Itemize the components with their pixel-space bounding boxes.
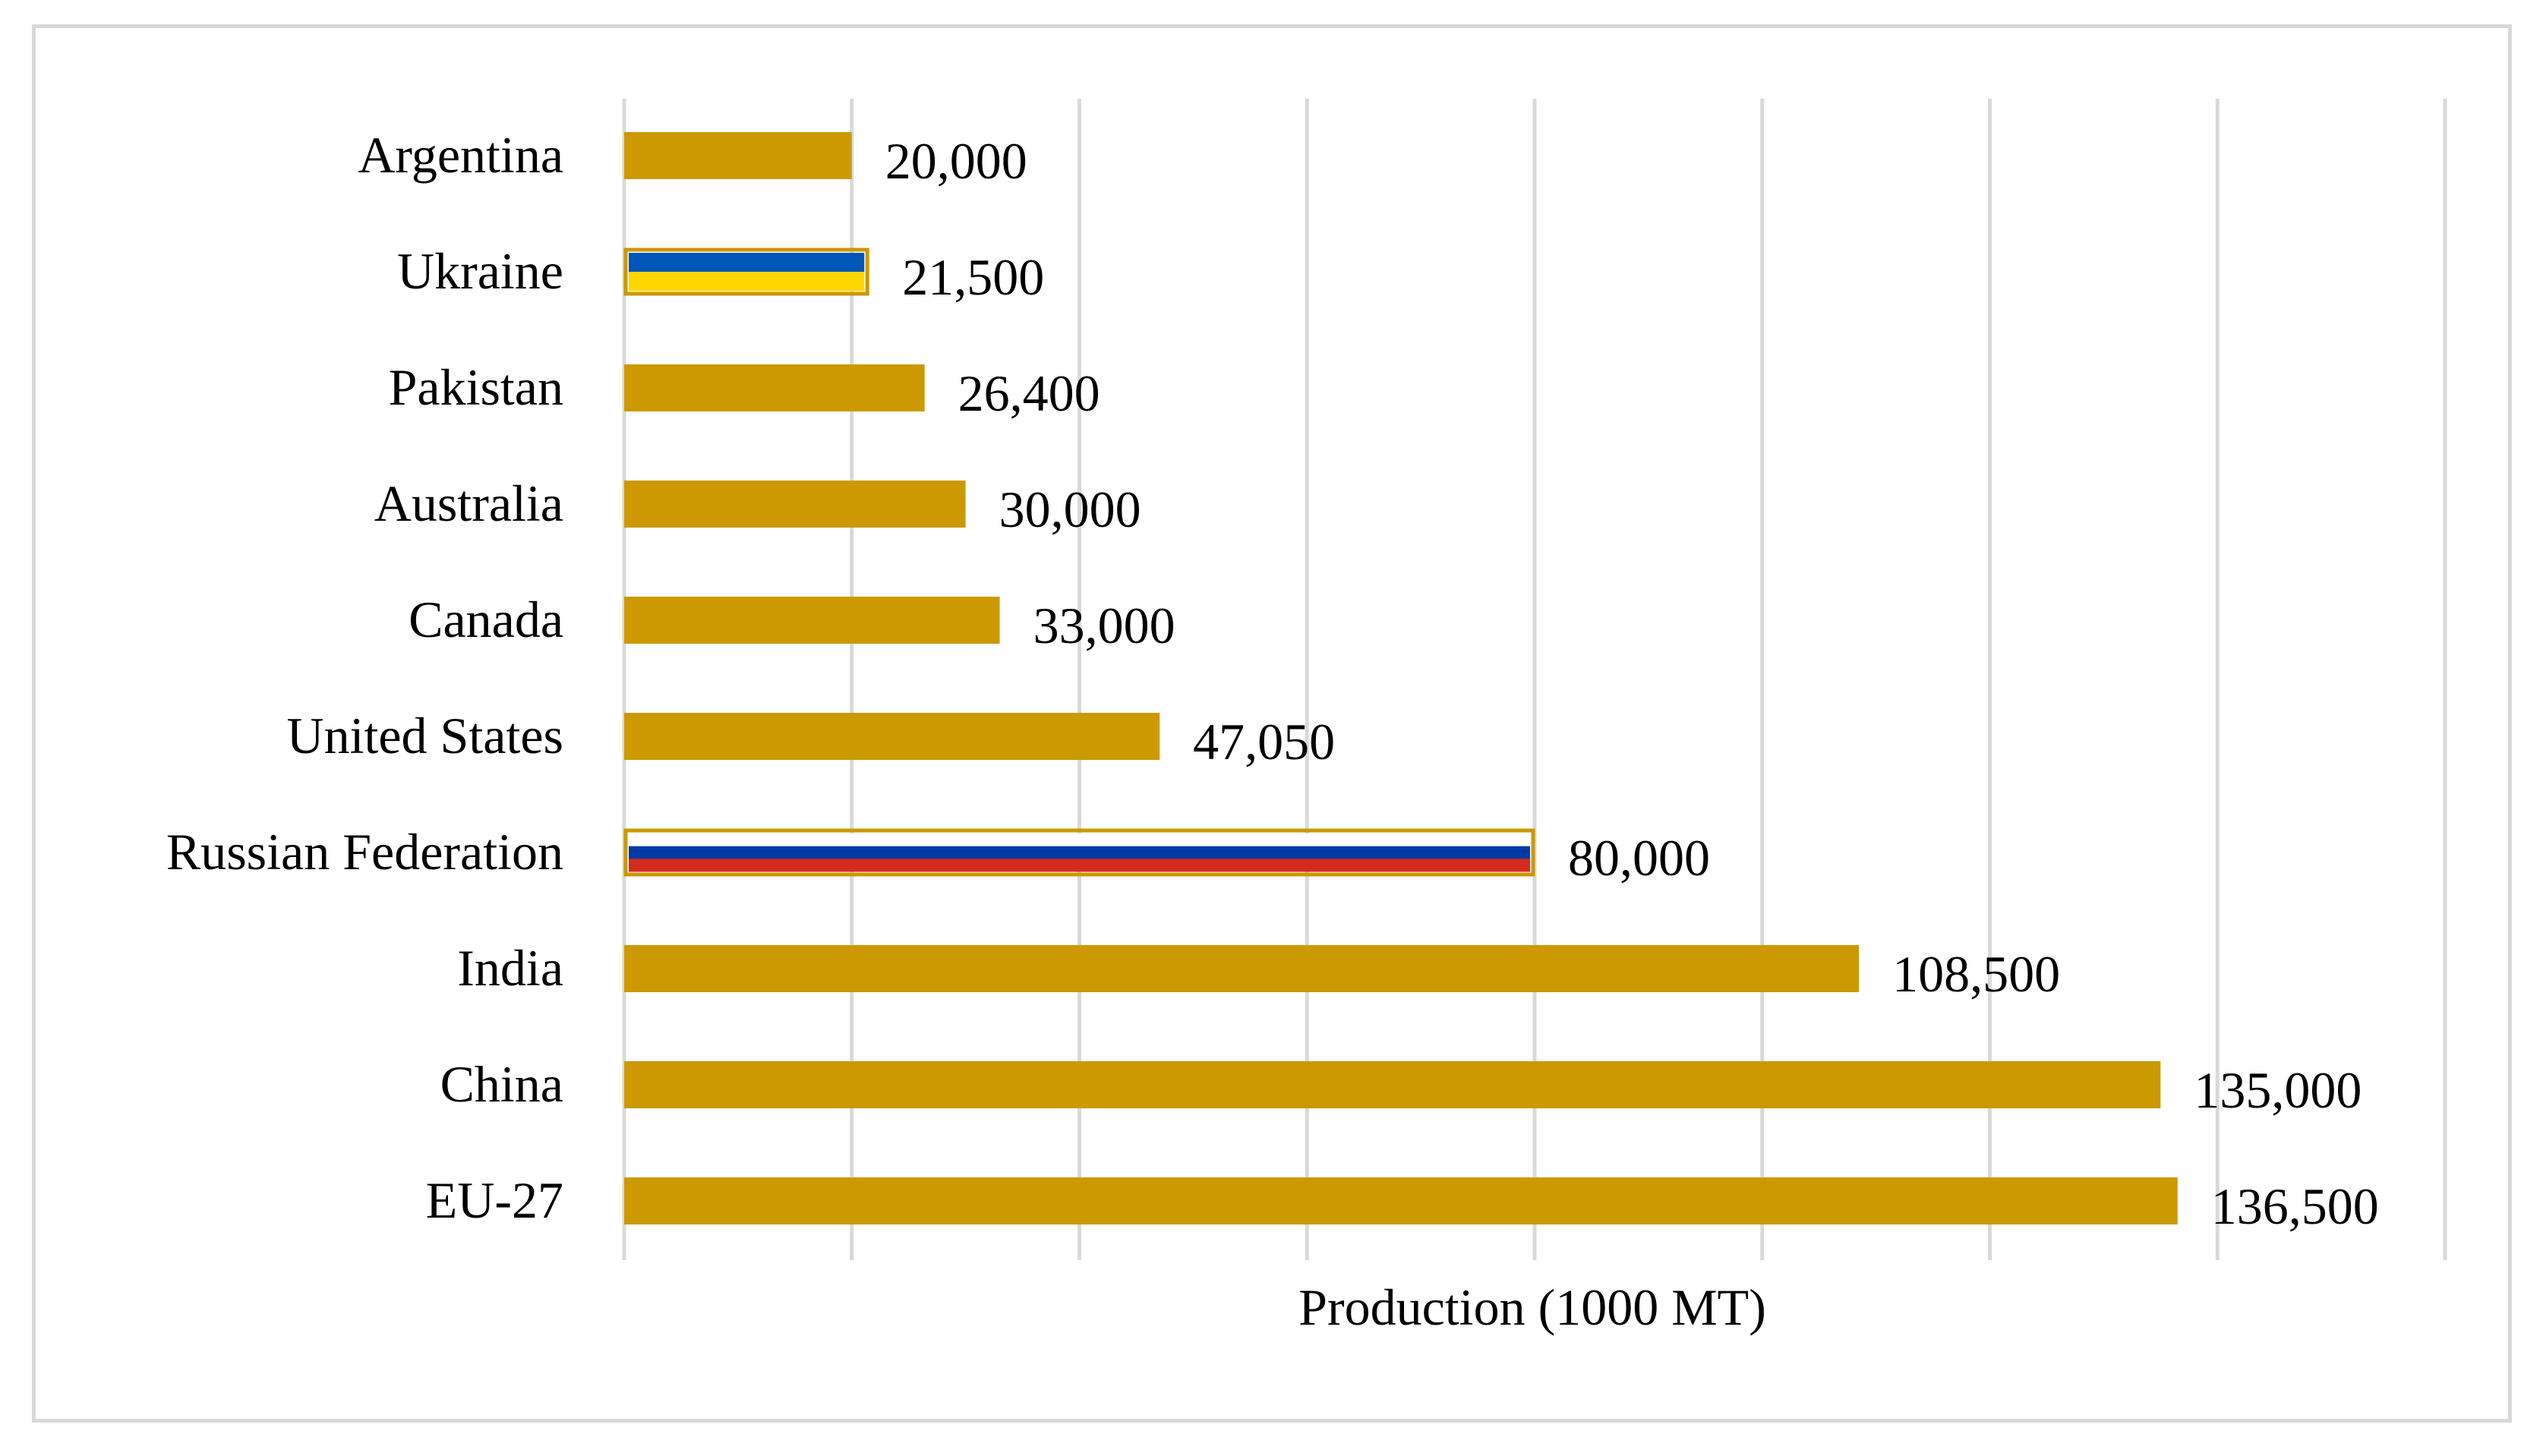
bar-russian-federation [623, 828, 1535, 877]
data-label: 47,050 [1193, 713, 1335, 771]
category-label: Australia [374, 474, 563, 532]
data-label: 33,000 [1033, 597, 1175, 654]
data-label: 135,000 [2194, 1061, 2362, 1119]
flag-stripe [629, 846, 1530, 859]
bar-layer [623, 132, 2178, 1224]
category-label: Russian Federation [166, 823, 563, 881]
data-label: 108,500 [1892, 945, 2060, 1003]
label-layer: Argentina 20,000 Ukraine 21,500 Pakistan 26,4… [166, 126, 2379, 1235]
bar-eu-27 [624, 1177, 2178, 1224]
category-label: China [440, 1055, 563, 1113]
bar-canada [624, 597, 1000, 644]
data-label: 21,500 [902, 248, 1044, 306]
bar-united-states [624, 713, 1160, 760]
x-axis-title: Production (1000 MT) [1298, 1278, 1766, 1336]
category-label: Canada [409, 591, 563, 648]
category-label: Argentina [358, 126, 563, 184]
bar-ukraine [623, 247, 869, 296]
bar-argentina [624, 132, 852, 179]
category-label: Ukraine [397, 242, 563, 300]
bar-china [624, 1061, 2161, 1108]
data-label: 80,000 [1568, 829, 1710, 887]
data-label: 30,000 [999, 481, 1141, 538]
bar-australia [624, 481, 966, 528]
bar-outline [623, 247, 869, 296]
bar-outline [623, 828, 1535, 877]
bar-india [624, 945, 1860, 992]
flag-stripe [629, 834, 1530, 847]
flag-stripe [629, 859, 1530, 872]
data-label: 26,400 [958, 364, 1100, 422]
category-label: EU-27 [426, 1171, 563, 1229]
flag-stripe [629, 272, 865, 292]
data-label: 136,500 [2211, 1177, 2379, 1235]
category-label: United States [286, 707, 563, 764]
data-label: 20,000 [885, 132, 1027, 190]
flag-stripe [629, 253, 865, 273]
bar-pakistan [624, 364, 925, 411]
category-label: Pakistan [389, 358, 563, 416]
category-label: India [457, 939, 563, 997]
